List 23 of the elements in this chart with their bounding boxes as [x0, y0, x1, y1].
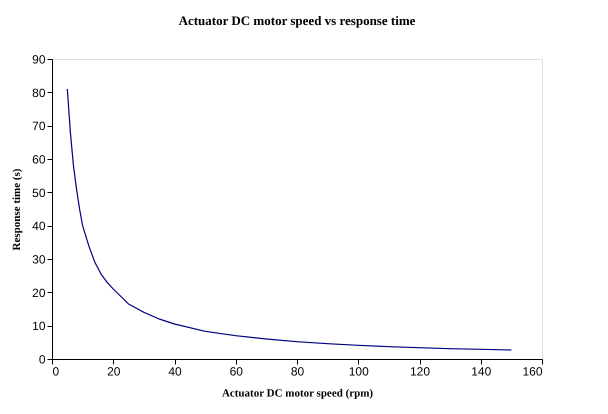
x-tick-label: 120: [410, 364, 430, 378]
x-axis-title: Actuator DC motor speed (rpm): [222, 388, 374, 400]
x-tick-label: 160: [522, 364, 543, 378]
x-tick-label: 140: [471, 364, 492, 378]
y-tick-label: 80: [32, 86, 46, 100]
y-tick-label: 50: [32, 186, 46, 200]
y-axis-title: Response time (s): [11, 168, 24, 250]
x-tick-label: 60: [230, 364, 244, 378]
line-series: [66, 88, 512, 351]
y-tick-label: 60: [32, 152, 46, 166]
y-tick-label: 70: [32, 119, 46, 134]
x-tick-label: 20: [107, 364, 121, 378]
chart-title: Actuator DC motor speed vs response time: [178, 13, 416, 28]
y-tick-label: 30: [32, 252, 46, 266]
x-tick-label: 80: [290, 364, 304, 378]
y-tick-label: 20: [32, 286, 46, 300]
y-tick-label: 0: [38, 352, 46, 366]
x-tick-label: 0: [52, 364, 60, 378]
x-tick-label: 40: [168, 364, 182, 378]
y-tick-label: 10: [32, 319, 46, 334]
x-tick-label: 100: [348, 364, 370, 378]
y-tick-label: 40: [32, 219, 46, 234]
y-tick-label: 90: [32, 52, 46, 66]
